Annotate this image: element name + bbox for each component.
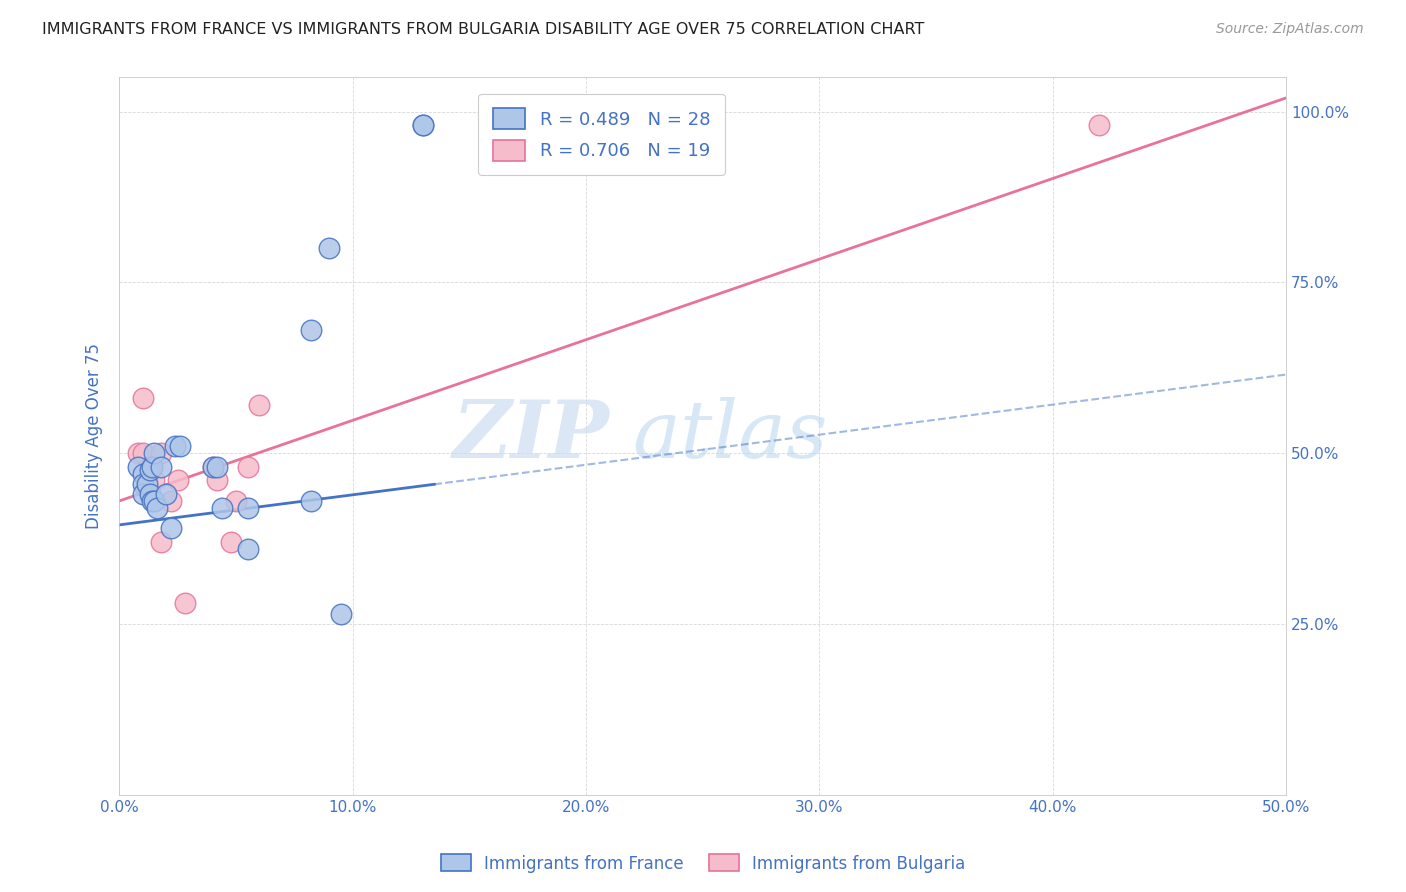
Point xyxy=(173,596,195,610)
Point xyxy=(136,476,159,491)
Point xyxy=(219,535,242,549)
Point xyxy=(150,446,173,460)
Legend: Immigrants from France, Immigrants from Bulgaria: Immigrants from France, Immigrants from … xyxy=(434,847,972,880)
Point xyxy=(131,487,153,501)
Y-axis label: Disability Age Over 75: Disability Age Over 75 xyxy=(86,343,103,529)
Point xyxy=(143,494,166,508)
Point xyxy=(131,467,153,481)
Point xyxy=(138,459,160,474)
Point xyxy=(412,118,434,132)
Point xyxy=(412,118,434,132)
Point xyxy=(145,500,167,515)
Point xyxy=(299,323,322,337)
Point xyxy=(155,487,177,501)
Point xyxy=(141,459,163,474)
Point xyxy=(1088,118,1111,132)
Point xyxy=(136,474,159,488)
Point xyxy=(236,459,259,474)
Point xyxy=(299,494,322,508)
Text: atlas: atlas xyxy=(633,397,828,475)
Text: IMMIGRANTS FROM FRANCE VS IMMIGRANTS FROM BULGARIA DISABILITY AGE OVER 75 CORREL: IMMIGRANTS FROM FRANCE VS IMMIGRANTS FRO… xyxy=(42,22,925,37)
Point xyxy=(141,459,163,474)
Point xyxy=(150,535,173,549)
Point xyxy=(169,439,191,453)
Point xyxy=(143,446,166,460)
Point xyxy=(318,241,340,255)
Point xyxy=(236,541,259,556)
Point xyxy=(201,459,224,474)
Point xyxy=(247,398,270,412)
Point xyxy=(165,439,187,453)
Point xyxy=(141,494,163,508)
Point xyxy=(159,521,181,535)
Point xyxy=(166,474,188,488)
Point xyxy=(236,500,259,515)
Point xyxy=(150,459,173,474)
Point xyxy=(131,446,153,460)
Legend: R = 0.489   N = 28, R = 0.706   N = 19: R = 0.489 N = 28, R = 0.706 N = 19 xyxy=(478,94,724,175)
Point xyxy=(138,463,160,477)
Point xyxy=(131,476,153,491)
Point xyxy=(207,459,229,474)
Point xyxy=(201,459,224,474)
Point xyxy=(138,487,160,501)
Point xyxy=(127,446,149,460)
Point xyxy=(329,607,352,621)
Point xyxy=(143,474,166,488)
Text: ZIP: ZIP xyxy=(453,397,609,475)
Point xyxy=(131,392,153,406)
Point xyxy=(127,459,149,474)
Point xyxy=(207,474,229,488)
Point xyxy=(211,500,233,515)
Text: Source: ZipAtlas.com: Source: ZipAtlas.com xyxy=(1216,22,1364,37)
Point xyxy=(225,494,247,508)
Point xyxy=(159,494,181,508)
